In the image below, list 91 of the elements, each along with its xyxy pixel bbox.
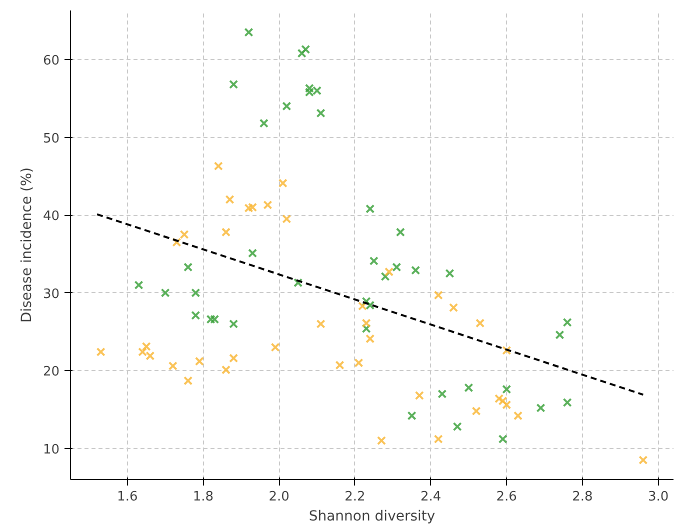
y-tick-label: 50 bbox=[42, 131, 60, 146]
point bbox=[366, 334, 375, 344]
y-tick-label: 40 bbox=[42, 209, 60, 224]
point bbox=[472, 406, 481, 416]
point bbox=[366, 300, 375, 310]
point bbox=[396, 228, 405, 237]
point bbox=[464, 383, 474, 392]
point bbox=[392, 262, 402, 272]
point bbox=[278, 178, 288, 188]
point bbox=[225, 194, 234, 204]
point bbox=[555, 330, 564, 340]
point bbox=[248, 202, 258, 212]
point bbox=[502, 346, 512, 355]
y-axis-title: Disease incidence (%) bbox=[18, 167, 35, 323]
point bbox=[168, 361, 178, 370]
y-tick-label: 30 bbox=[42, 286, 60, 302]
y-tick-label: 20 bbox=[42, 364, 60, 380]
x-tick-label: 2.8 bbox=[572, 490, 593, 504]
point bbox=[638, 456, 648, 465]
x-tick-label: 2.4 bbox=[420, 490, 442, 504]
y-tick-label: 60 bbox=[42, 54, 60, 68]
point bbox=[191, 310, 200, 320]
x-tick-label: 2.2 bbox=[344, 490, 366, 504]
point bbox=[142, 342, 151, 352]
point bbox=[376, 436, 386, 446]
point bbox=[301, 44, 310, 54]
point bbox=[358, 302, 368, 311]
x-tick-label: 2.0 bbox=[268, 490, 290, 504]
point bbox=[452, 422, 462, 432]
point bbox=[498, 396, 508, 406]
point bbox=[411, 266, 420, 275]
point bbox=[335, 360, 344, 370]
point bbox=[498, 434, 508, 444]
point bbox=[270, 342, 280, 352]
point bbox=[214, 162, 223, 171]
point bbox=[494, 394, 504, 404]
point bbox=[160, 288, 170, 298]
point bbox=[282, 102, 292, 111]
point bbox=[229, 319, 238, 328]
point bbox=[229, 80, 238, 89]
point bbox=[259, 118, 268, 128]
point bbox=[369, 256, 378, 266]
point bbox=[206, 314, 216, 324]
point bbox=[362, 324, 371, 334]
point bbox=[184, 262, 193, 272]
point bbox=[434, 290, 443, 300]
point bbox=[502, 400, 512, 410]
point bbox=[438, 389, 447, 398]
point bbox=[191, 288, 200, 298]
point bbox=[536, 403, 546, 412]
point bbox=[221, 365, 231, 374]
point bbox=[445, 268, 454, 278]
point bbox=[229, 354, 238, 363]
point bbox=[244, 204, 254, 213]
point bbox=[380, 272, 390, 282]
point bbox=[282, 214, 292, 224]
x-axis-title: Shannon diversity bbox=[308, 508, 436, 524]
point bbox=[210, 314, 220, 324]
point bbox=[562, 318, 572, 327]
point bbox=[513, 411, 523, 420]
point bbox=[354, 358, 364, 368]
x-tick-label: 1.6 bbox=[117, 490, 138, 504]
point bbox=[502, 384, 512, 394]
point bbox=[384, 267, 394, 276]
point bbox=[96, 347, 106, 356]
point bbox=[414, 390, 424, 400]
point bbox=[362, 296, 371, 306]
point bbox=[172, 238, 182, 247]
point bbox=[316, 319, 326, 328]
point bbox=[316, 108, 326, 118]
point bbox=[449, 303, 458, 312]
point bbox=[407, 411, 416, 420]
point bbox=[294, 278, 303, 288]
x-tick-label: 3.0 bbox=[648, 490, 669, 504]
point bbox=[562, 398, 572, 408]
point bbox=[184, 376, 193, 386]
point bbox=[248, 248, 258, 258]
point bbox=[434, 434, 443, 444]
point bbox=[180, 230, 189, 240]
point bbox=[297, 48, 306, 58]
point bbox=[362, 318, 371, 328]
point bbox=[194, 356, 204, 366]
point bbox=[221, 228, 231, 237]
point bbox=[476, 318, 485, 328]
point bbox=[134, 280, 144, 290]
point bbox=[263, 200, 272, 210]
point bbox=[366, 204, 375, 214]
point bbox=[244, 28, 254, 37]
x-tick-label: 1.8 bbox=[192, 490, 214, 504]
x-tick-label: 2.6 bbox=[496, 490, 517, 504]
y-tick-label: 10 bbox=[42, 442, 60, 458]
